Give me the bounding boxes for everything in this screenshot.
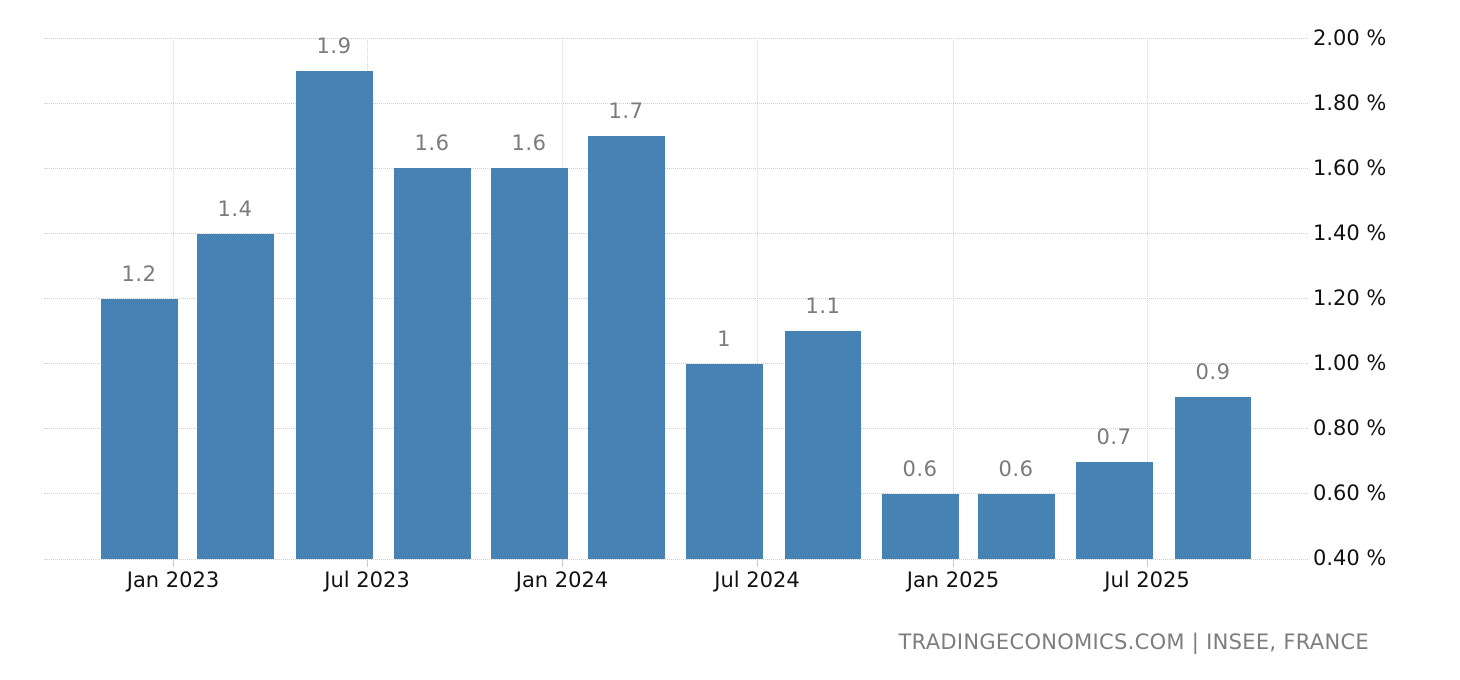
x-axis-label: Jul 2025 [1104,568,1190,592]
gridline [44,298,1308,299]
bar-q1-2023[interactable] [197,234,274,559]
bar-q3-2023[interactable] [394,168,471,559]
x-tick [173,559,174,567]
gridline-vertical [953,38,954,559]
y-axis-label: 2.00 % [1313,26,1387,50]
x-axis-label: Jan 2023 [126,568,220,592]
bar-value-label: 1.6 [511,131,547,155]
bar-q3-2024[interactable] [785,331,861,559]
bar-value-label: 1.1 [805,294,841,318]
x-tick [562,559,563,567]
bar-value-label: 1 [717,327,731,351]
y-axis-label: 0.80 % [1313,416,1387,440]
gridline-vertical [1147,38,1148,559]
y-axis-label: 1.20 % [1313,286,1387,310]
x-tick [953,559,954,567]
gridline-vertical [173,38,174,559]
y-axis-label: 0.40 % [1313,546,1387,570]
bar-q4-2022[interactable] [101,299,178,559]
bar-q1-2024[interactable] [588,136,665,559]
x-tick [367,559,368,567]
bar-value-label: 1.7 [608,99,644,123]
baseline [44,559,1308,560]
x-tick [1147,559,1148,567]
y-axis-label: 1.40 % [1313,221,1387,245]
x-axis-label: Jan 2024 [515,568,609,592]
x-axis-label: Jul 2023 [324,568,410,592]
bar-q4-2024[interactable] [882,494,959,559]
source-credit: TRADINGECONOMICS.COM | INSEE, FRANCE [898,630,1369,654]
bar-value-label: 1.6 [414,131,450,155]
y-axis-label: 1.00 % [1313,351,1387,375]
bar-q2-2024[interactable] [686,364,763,559]
x-axis-label: Jul 2024 [714,568,800,592]
y-axis-label: 0.60 % [1313,481,1387,505]
bar-value-label: 0.6 [998,457,1034,481]
gridline [44,103,1308,104]
gridline [44,168,1308,169]
x-axis-label: Jan 2025 [906,568,1000,592]
bar-q3-2025[interactable] [1175,397,1251,559]
gridline [44,38,1308,39]
bar-value-label: 0.9 [1195,360,1231,384]
y-axis-label: 1.80 % [1313,91,1387,115]
bar-q1-2025[interactable] [978,494,1055,559]
bar-value-label: 0.6 [902,457,938,481]
bar-value-label: 0.7 [1096,425,1132,449]
bar-q2-2025[interactable] [1076,462,1153,559]
bar-q4-2023[interactable] [491,168,568,559]
bar-q2-2023[interactable] [296,71,373,559]
bar-value-label: 1.4 [217,197,253,221]
x-tick [757,559,758,567]
y-axis-label: 1.60 % [1313,156,1387,180]
gridline [44,233,1308,234]
gridline [44,363,1308,364]
bar-value-label: 1.2 [121,262,157,286]
bar-value-label: 1.9 [316,34,352,58]
gridline-vertical [757,38,758,559]
gridline [44,493,1308,494]
gridline [44,428,1308,429]
